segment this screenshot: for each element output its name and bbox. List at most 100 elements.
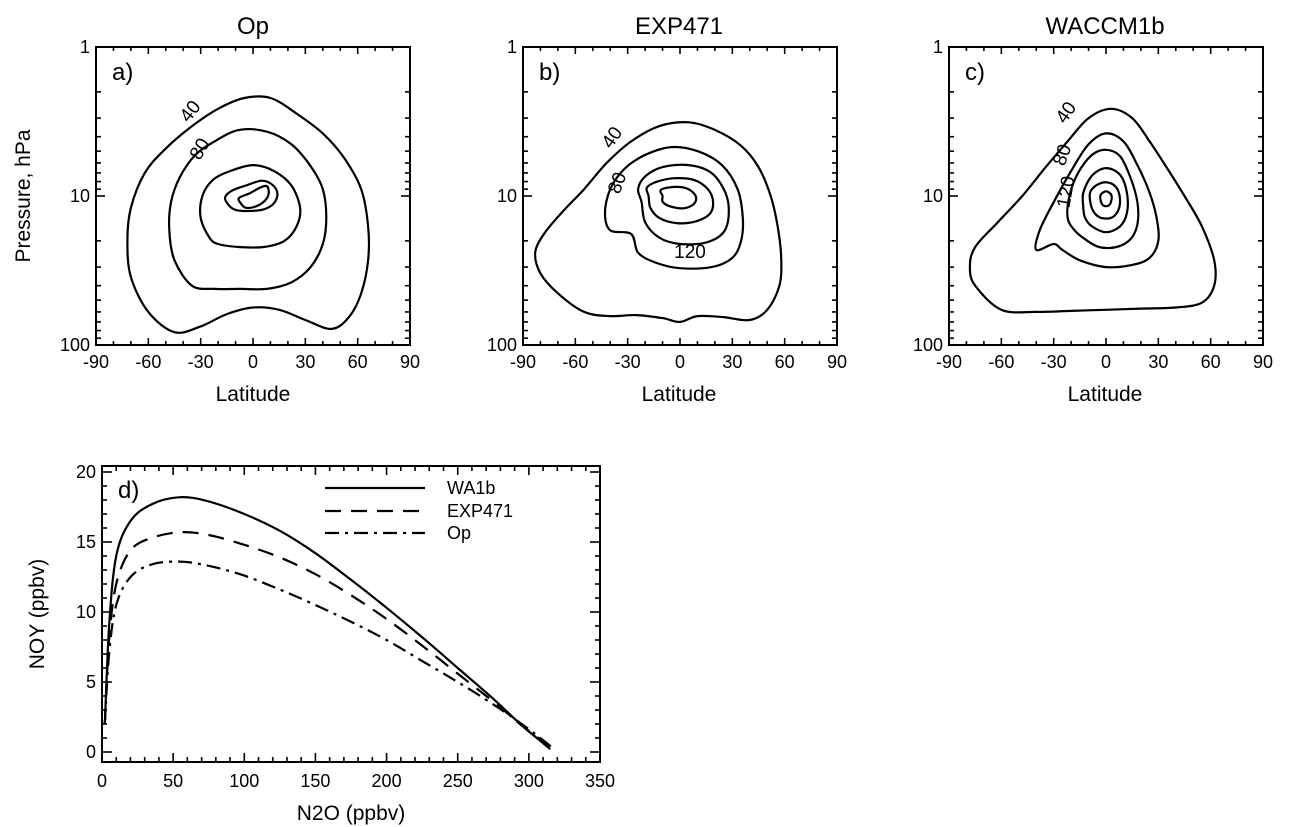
contour-label-40: 40 (1052, 98, 1081, 127)
panel-d-frame (101, 465, 601, 763)
contour-label-40: 40 (176, 97, 206, 127)
panel-c-title: WACCM1b (1045, 13, 1164, 40)
y-tick-label: 0 (86, 742, 96, 762)
x-tick-label: 350 (585, 771, 615, 791)
panel-c: WACCM1b c) Latitude -90 -60 -30 0 30 60 90 1 10 1… (913, 13, 1273, 406)
legend-label-wa1b: WA1b (447, 478, 495, 498)
panel-d-letter: d) (118, 477, 139, 504)
contour-200 (1088, 181, 1122, 220)
panel-b-contour-labels: 40 80 120 (598, 123, 706, 263)
x-tick-label: 150 (300, 771, 330, 791)
y-tick-label: 10 (76, 602, 96, 622)
x-tick-label: 0 (97, 771, 107, 791)
contour-80 (167, 128, 328, 291)
panel-d-legend: WA1b EXP471 Op (325, 478, 513, 543)
panel-b-xlabel: Latitude (642, 383, 717, 406)
x-tick-label: -60 (988, 352, 1014, 372)
contour-240 (1099, 190, 1113, 208)
y-tick-label: 5 (86, 672, 96, 692)
panel-d-ticks: 0 50 100 150 200 250 300 350 0 5 10 15 20 (76, 462, 615, 791)
x-tick-label: 50 (163, 771, 183, 791)
x-tick-label: 30 (295, 352, 315, 372)
series-op (103, 560, 556, 751)
panel-a-xlabel: Latitude (216, 383, 291, 406)
panel-c-contours (968, 107, 1217, 314)
contour-label-120: 120 (674, 242, 706, 263)
x-tick-label: 60 (1201, 352, 1221, 372)
panel-c-frame (948, 46, 1264, 346)
contour-40 (534, 121, 783, 324)
x-tick-label: 0 (675, 352, 685, 372)
contour-200 (237, 184, 270, 210)
x-tick-label: -30 (615, 352, 641, 372)
x-tick-label: 200 (372, 771, 402, 791)
x-tick-label: -30 (1041, 352, 1067, 372)
contour-80 (1034, 132, 1160, 269)
legend-label-exp471: EXP471 (447, 501, 513, 521)
panel-d: d) NOY (ppbv) N2O (ppbv) 0 50 100 150 200 250… (26, 462, 615, 825)
contour-200 (659, 185, 698, 210)
x-tick-label: 90 (1253, 352, 1273, 372)
panel-d-series (103, 496, 556, 751)
contour-120 (199, 164, 302, 249)
contour-120 (636, 163, 730, 246)
x-tick-label: -30 (188, 352, 214, 372)
panel-a: Op a) Pressure, hPa Latitude -90 -60 -30 0 3… (12, 13, 420, 406)
panel-b-contours (534, 121, 783, 324)
x-tick-label: 60 (775, 352, 795, 372)
x-tick-label: -60 (135, 352, 161, 372)
y-tick-label: 10 (497, 186, 517, 206)
y-tick-label: 20 (76, 462, 96, 482)
y-tick-label: 100 (913, 335, 943, 355)
panel-b-ticks: -90 -60 -30 0 30 60 90 1 10 100 (487, 37, 847, 372)
panel-b: EXP471 b) Latitude -90 -60 -30 0 30 60 90 1 10 10… (487, 13, 847, 406)
panel-a-letter: a) (112, 59, 133, 86)
x-tick-label: -90 (83, 352, 109, 372)
y-tick-label: 1 (933, 37, 943, 57)
y-tick-label: 100 (487, 335, 517, 355)
y-tick-label: 15 (76, 532, 96, 552)
x-tick-label: 30 (722, 352, 742, 372)
panel-c-ticks: -90 -60 -30 0 30 60 90 1 10 100 (913, 37, 1273, 372)
x-tick-label: 90 (827, 352, 847, 372)
contour-80 (603, 145, 745, 270)
contour-160 (223, 179, 279, 213)
y-tick-label: 10 (923, 186, 943, 206)
legend-label-op: Op (447, 523, 471, 543)
x-tick-label: 250 (443, 771, 473, 791)
y-tick-label: 1 (507, 37, 517, 57)
series-exp471 (103, 530, 553, 751)
x-tick-label: 100 (229, 771, 259, 791)
contour-120 (1066, 148, 1140, 250)
panel-a-ticks: -90 -60 -30 0 30 60 90 1 10 100 (60, 37, 420, 372)
panel-b-title: EXP471 (635, 13, 723, 40)
panel-b-frame (522, 46, 838, 346)
x-tick-label: 90 (400, 352, 420, 372)
x-tick-label: -90 (936, 352, 962, 372)
x-tick-label: 300 (514, 771, 544, 791)
panel-c-xlabel: Latitude (1068, 383, 1143, 406)
x-tick-label: 30 (1148, 352, 1168, 372)
contour-label-120: 120 (1053, 175, 1079, 210)
panel-a-contour-labels: 40 80 (176, 97, 215, 164)
panel-c-letter: c) (965, 59, 985, 86)
y-tick-label: 1 (80, 37, 90, 57)
y-tick-label: 10 (70, 186, 90, 206)
panel-b-letter: b) (539, 59, 560, 86)
contour-160 (645, 177, 715, 225)
panel-a-ylabel: Pressure, hPa (12, 129, 35, 262)
series-wa1b (103, 496, 551, 751)
y-tick-label: 100 (60, 335, 90, 355)
x-tick-label: 0 (1101, 352, 1111, 372)
contour-40 (968, 107, 1217, 314)
x-tick-label: -60 (562, 352, 588, 372)
panel-d-ylabel: NOY (ppbv) (26, 559, 49, 670)
x-tick-label: -90 (510, 352, 536, 372)
x-tick-label: 0 (248, 352, 258, 372)
contour-160 (1081, 166, 1129, 234)
contour-40 (126, 95, 371, 334)
contour-label-80: 80 (1049, 142, 1076, 169)
panel-a-title: Op (237, 13, 269, 40)
x-tick-label: 60 (348, 352, 368, 372)
